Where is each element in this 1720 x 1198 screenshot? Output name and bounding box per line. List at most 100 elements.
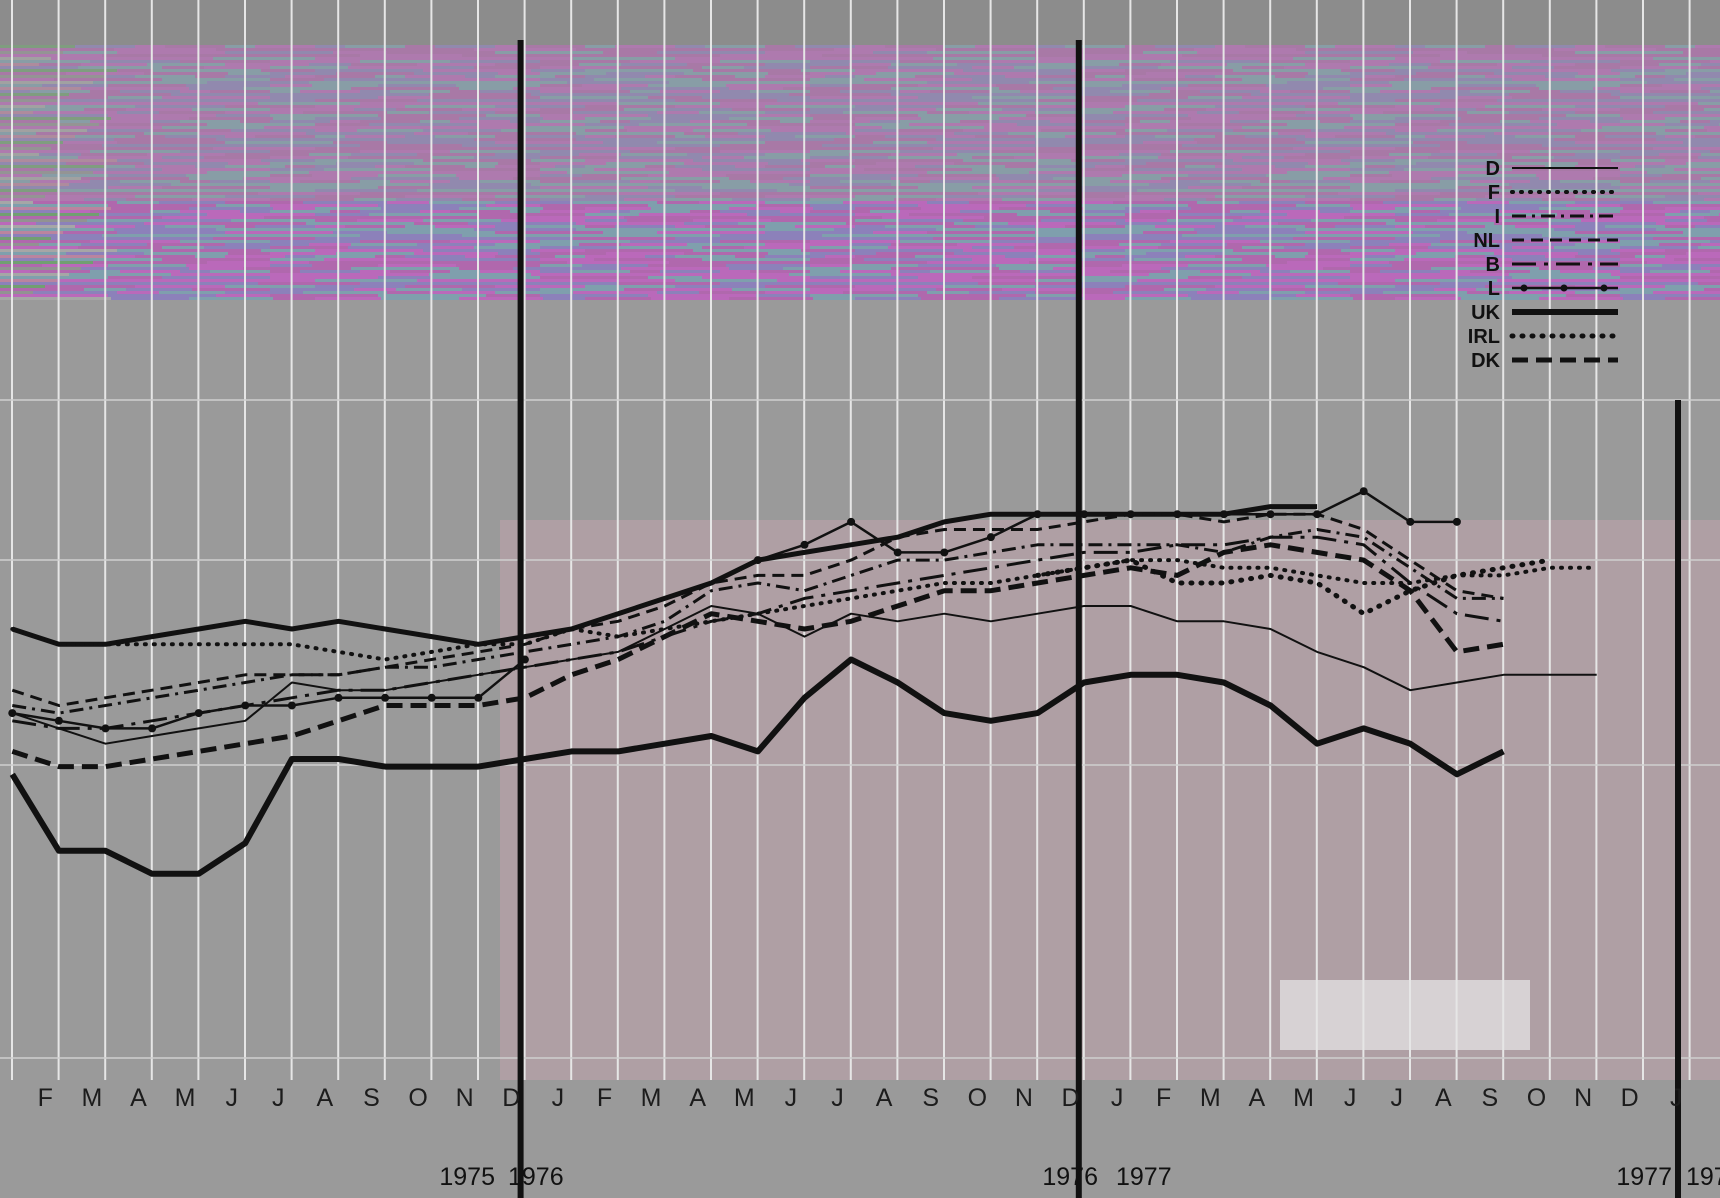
- series-line-irl: [1035, 557, 1553, 617]
- legend-label: B: [1486, 254, 1500, 276]
- tick-label-month: F: [1156, 1084, 1171, 1112]
- data-point: [1266, 510, 1275, 519]
- series-line-d: [11, 605, 1597, 745]
- tick-label-month: N: [456, 1084, 474, 1112]
- series-group: [8, 487, 1599, 877]
- legend-item: UK: [1471, 302, 1618, 324]
- data-point: [800, 540, 809, 549]
- series-f: [10, 558, 1599, 662]
- legend-item: D: [1486, 158, 1618, 180]
- legend-marker: [1600, 284, 1608, 292]
- tick-label-month: N: [1574, 1084, 1592, 1112]
- legend-marker: [1520, 284, 1528, 292]
- tick-label-month: J: [552, 1084, 565, 1112]
- tick-label-month: D: [502, 1084, 520, 1112]
- series-d: [11, 605, 1597, 745]
- data-point: [986, 533, 995, 542]
- tick-label-month: S: [1482, 1084, 1499, 1112]
- data-point: [1033, 510, 1042, 519]
- tick-label-month: A: [1249, 1084, 1266, 1112]
- data-point: [194, 709, 203, 718]
- legend-item: B: [1486, 254, 1618, 276]
- legend-label: I: [1494, 206, 1500, 228]
- legend-item: I: [1494, 206, 1618, 228]
- data-point: [1359, 487, 1368, 496]
- tick-label-year: 1977: [1616, 1163, 1672, 1191]
- tick-label-month: J: [225, 1084, 238, 1112]
- tick-label-month: M: [1293, 1084, 1314, 1112]
- series-irl: [1035, 557, 1553, 617]
- tick-label-month: F: [38, 1084, 53, 1112]
- legend-label: UK: [1471, 302, 1500, 324]
- tick-label-month: A: [689, 1084, 706, 1112]
- data-point: [753, 556, 762, 565]
- legend-label: NL: [1473, 230, 1500, 252]
- tick-label-month: M: [641, 1084, 662, 1112]
- tick-label-month: M: [1200, 1084, 1221, 1112]
- tick-label-month: O: [968, 1084, 987, 1112]
- data-point: [287, 701, 296, 710]
- data-point: [334, 693, 343, 702]
- tick-label-month: J: [1670, 1084, 1683, 1112]
- legend-label: IRL: [1468, 326, 1500, 348]
- tick-label-year: 1975: [439, 1163, 495, 1191]
- legend-label: L: [1488, 278, 1500, 300]
- tick-label-month: O: [408, 1084, 427, 1112]
- tick-label-month: D: [1061, 1084, 1079, 1112]
- legend-label: DK: [1471, 350, 1500, 372]
- series-line-l: [757, 490, 1457, 562]
- data-point: [520, 655, 529, 664]
- legend-item: F: [1488, 182, 1620, 204]
- tick-label-month: S: [363, 1084, 380, 1112]
- data-point: [54, 716, 63, 725]
- data-point: [893, 548, 902, 557]
- series-i: [12, 528, 1504, 715]
- legend-item: L: [1488, 278, 1618, 300]
- tick-label-month: N: [1015, 1084, 1033, 1112]
- data-point: [148, 724, 157, 733]
- tick-label-month: M: [81, 1084, 102, 1112]
- data-point: [1173, 510, 1182, 519]
- x-axis-labels: F M A M J J A S O N D J F M A M J J A S O N D J F M A M J J A S O N D J1975…: [38, 1084, 1720, 1191]
- tint-areas: [500, 520, 1720, 1080]
- data-point: [847, 517, 856, 526]
- data-point: [1452, 517, 1461, 526]
- data-point: [474, 693, 483, 702]
- scan-noise-band: [0, 45, 1720, 300]
- tick-label-month: J: [272, 1084, 285, 1112]
- series-line-l2: [12, 658, 526, 730]
- data-point: [940, 548, 949, 557]
- top-tick-strip: [0, 0, 1720, 45]
- tick-label-year: 1976: [1042, 1163, 1098, 1191]
- series-nl: [11, 512, 1504, 707]
- tick-label-month: A: [130, 1084, 147, 1112]
- data-point: [1080, 510, 1089, 519]
- legend-label: F: [1488, 182, 1500, 204]
- tick-label-month: J: [1344, 1084, 1357, 1112]
- legend-item: NL: [1473, 230, 1618, 252]
- series-line-dk: [11, 542, 1504, 770]
- series-line-nl: [11, 512, 1504, 707]
- series-l2: [8, 655, 529, 733]
- tick-label-month: A: [876, 1084, 893, 1112]
- series-uk2: [9, 656, 1505, 877]
- tick-label-month: D: [1621, 1084, 1639, 1112]
- tick-label-month: J: [831, 1084, 844, 1112]
- tick-label-month: J: [1111, 1084, 1124, 1112]
- legend-marker: [1560, 284, 1568, 292]
- tick-label-month: O: [1527, 1084, 1546, 1112]
- tick-label-month: J: [1390, 1084, 1403, 1112]
- tick-label-month: M: [175, 1084, 196, 1112]
- series-line-f: [10, 558, 1599, 662]
- tick-label-month: M: [734, 1084, 755, 1112]
- data-point: [101, 724, 110, 733]
- legend-label: D: [1486, 158, 1500, 180]
- tick-label-month: F: [597, 1084, 612, 1112]
- tick-label-year: 197: [1686, 1163, 1720, 1191]
- series-dk: [11, 542, 1504, 770]
- data-point: [1219, 510, 1228, 519]
